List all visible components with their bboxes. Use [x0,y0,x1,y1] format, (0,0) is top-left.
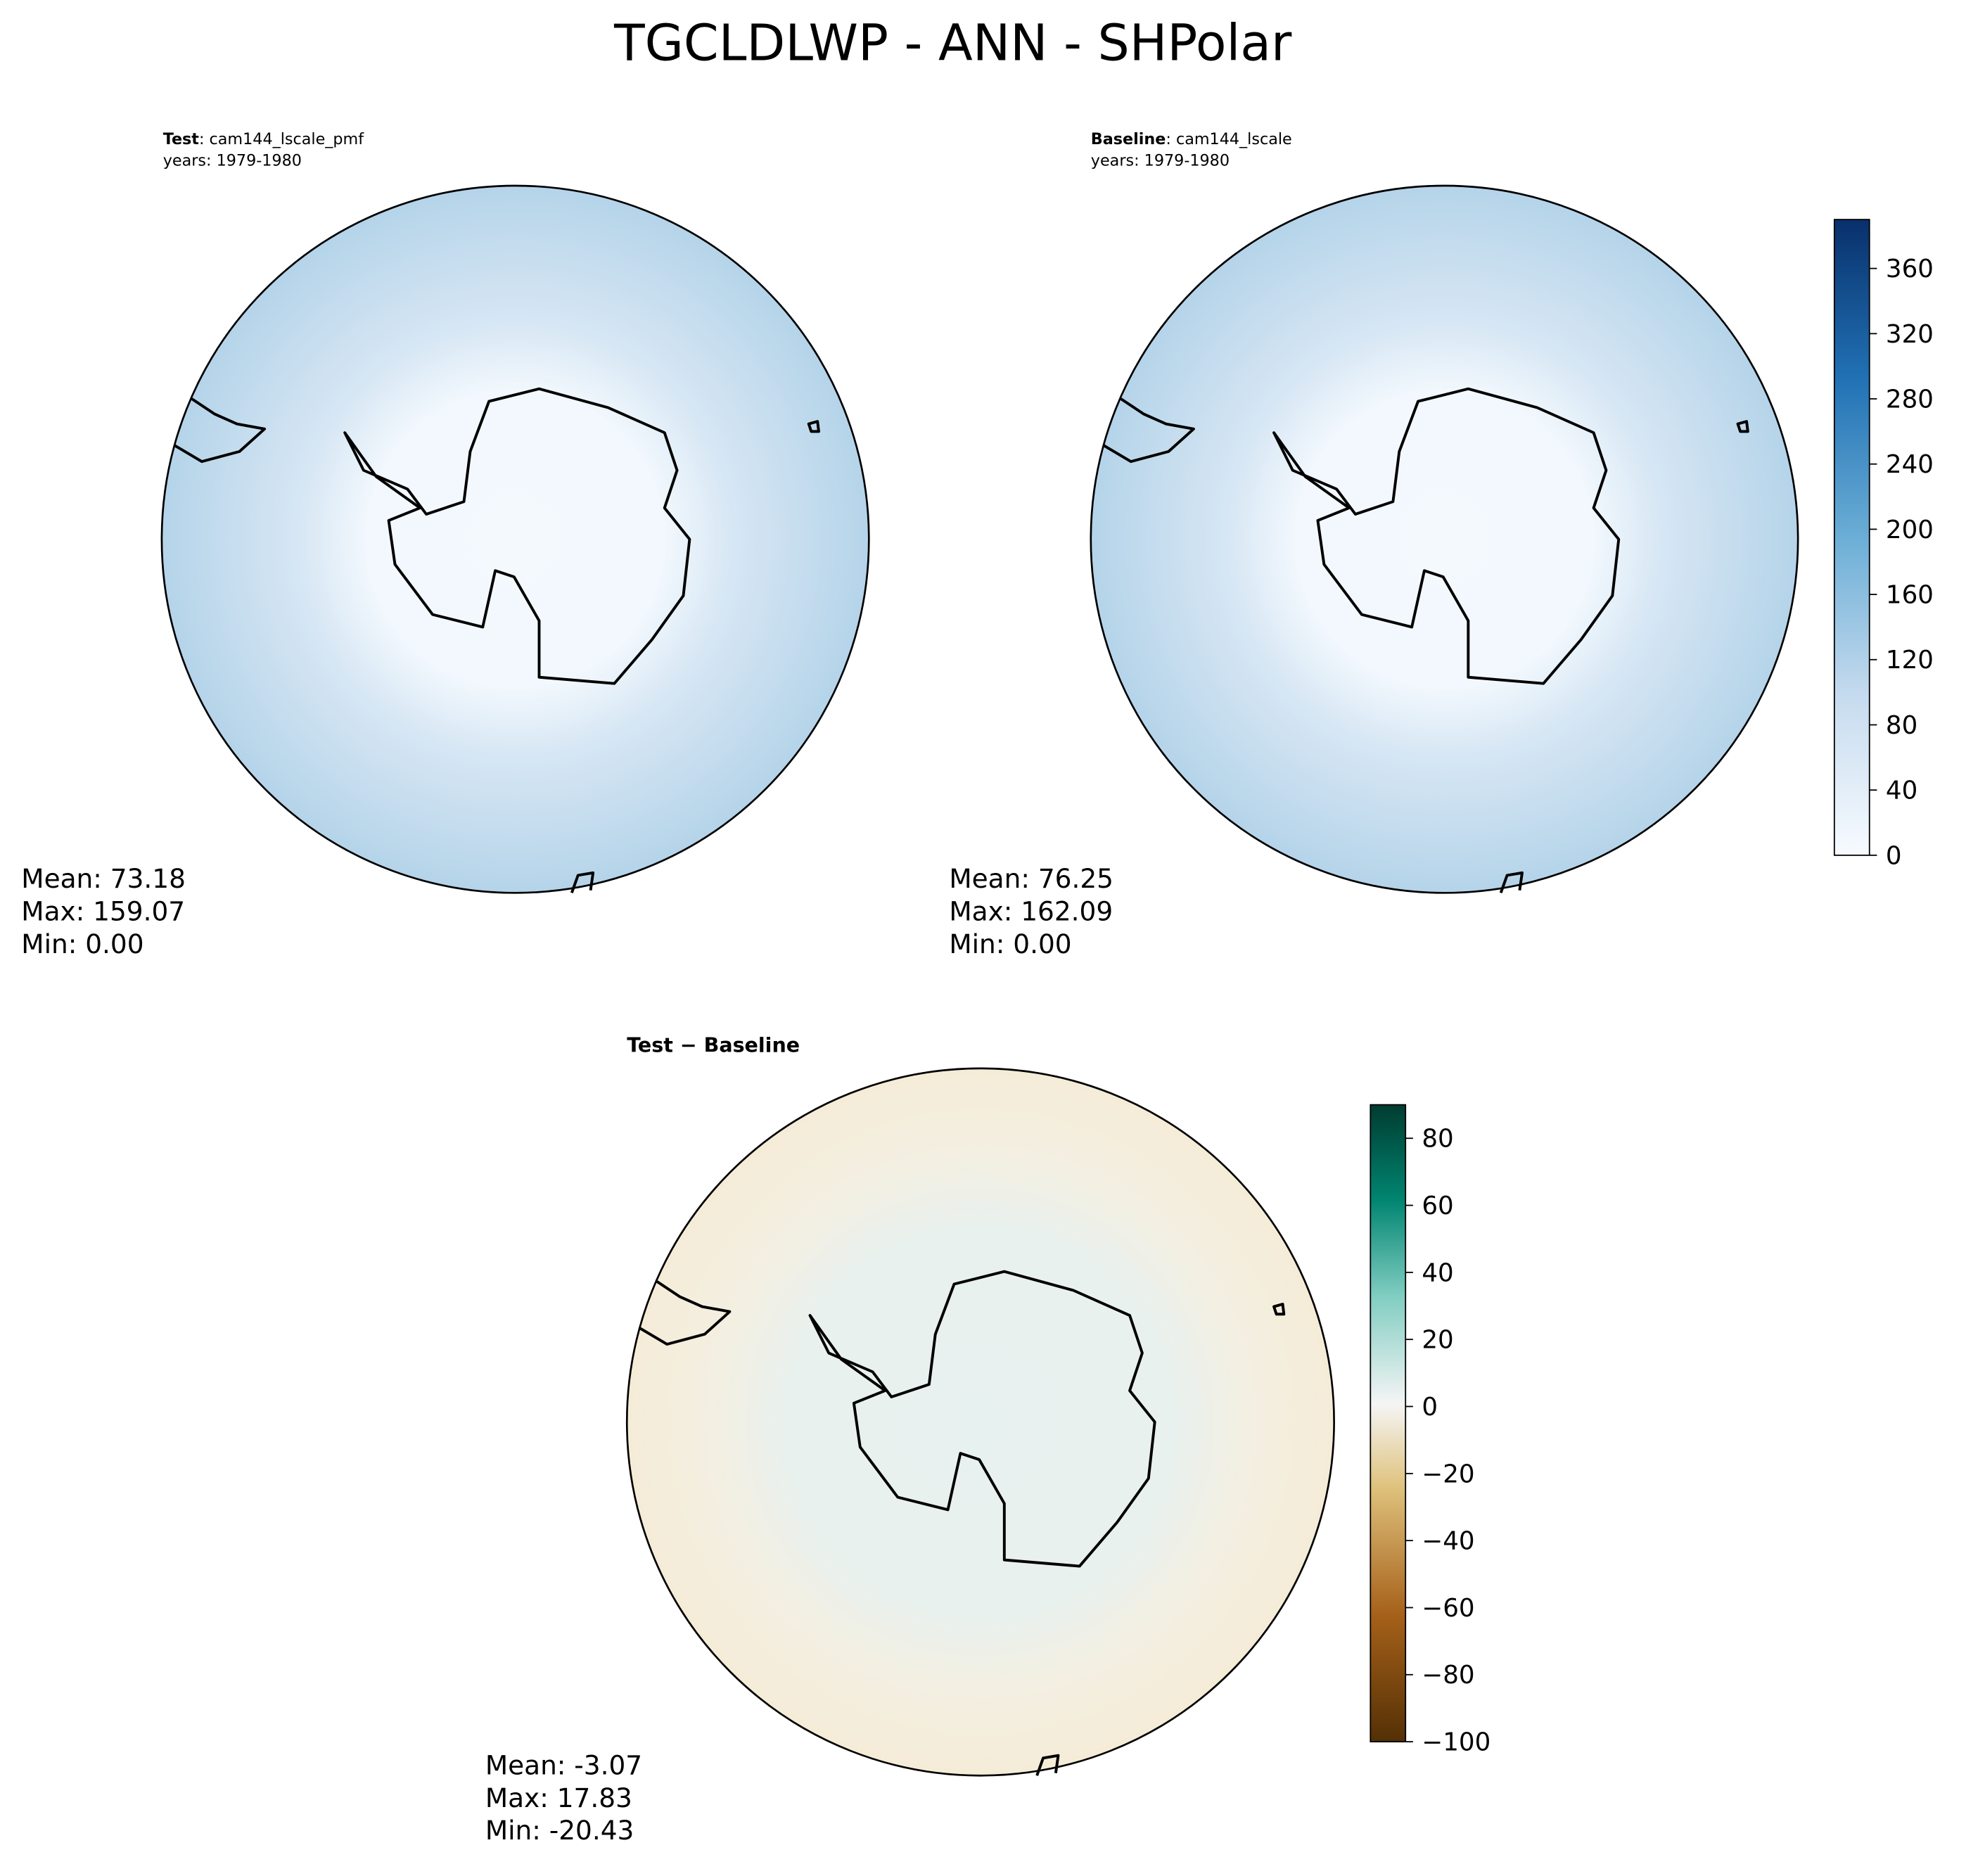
stat-text: Max: 162.09 [949,896,1113,927]
colorbar-tick-label: −80 [1422,1661,1474,1690]
stat-text: Min: 0.00 [21,929,143,959]
colorbar-tick-label: 40 [1886,777,1917,805]
map-disk [160,184,870,894]
panel-years: years: 1979-1980 [1091,151,1230,170]
colorbar-tick-label: 60 [1422,1192,1453,1220]
figure-title: TGCLDLWP - ANN - SHPolar [613,14,1292,72]
panel-years: years: 1979-1980 [163,151,302,170]
colorbar-tick-label: 80 [1886,711,1917,740]
stat-text: Mean: 73.18 [21,863,186,894]
panel-title-bold: Baseline [1091,130,1166,148]
stat-text: Max: 159.07 [21,896,185,927]
colorbar-tick-label: 200 [1886,516,1934,544]
colorbar-tick-label: −60 [1422,1594,1474,1623]
colorbar [1833,219,1870,856]
stat-text: Mean: -3.07 [485,1749,642,1780]
colorbar-tick-label: 120 [1886,646,1934,675]
panel-title-rest: : cam144_lscale [1166,130,1291,148]
colorbar-tick-label: 0 [1422,1393,1438,1422]
stat-text: Min: -20.43 [485,1815,634,1846]
colorbar-tick-label: 0 [1886,841,1902,870]
colorbar-tick-label: 160 [1886,581,1934,610]
panel-title: Test − Baseline [627,1034,800,1057]
panel-title-rest: : cam144_lscale_pmf [199,130,364,148]
panel-title: Test: cam144_lscale_pmf [163,130,365,148]
colorbar [1370,1104,1407,1742]
colorbar-tick-label: 360 [1886,255,1934,283]
colorbar-tick-label: 320 [1886,320,1934,349]
map-disk [625,1067,1335,1777]
panel-title-bold: Test [163,130,200,148]
colorbar-tick-label: 240 [1886,450,1934,479]
colorbar-tick-label: 80 [1422,1125,1453,1154]
colorbar-tick-label: 280 [1886,385,1934,414]
colorbar-tick-label: 40 [1422,1258,1453,1287]
colorbar-tick-label: −100 [1422,1728,1491,1757]
stat-text: Mean: 76.25 [949,863,1113,894]
stat-text: Min: 0.00 [949,929,1071,959]
stat-text: Max: 17.83 [485,1782,632,1813]
panel-title: Baseline: cam144_lscale [1091,130,1292,148]
colorbar-tick-label: 20 [1422,1326,1453,1355]
colorbar-tick-label: −40 [1422,1527,1474,1556]
colorbar-tick-label: −20 [1422,1460,1474,1488]
map-disk [1090,184,1799,894]
